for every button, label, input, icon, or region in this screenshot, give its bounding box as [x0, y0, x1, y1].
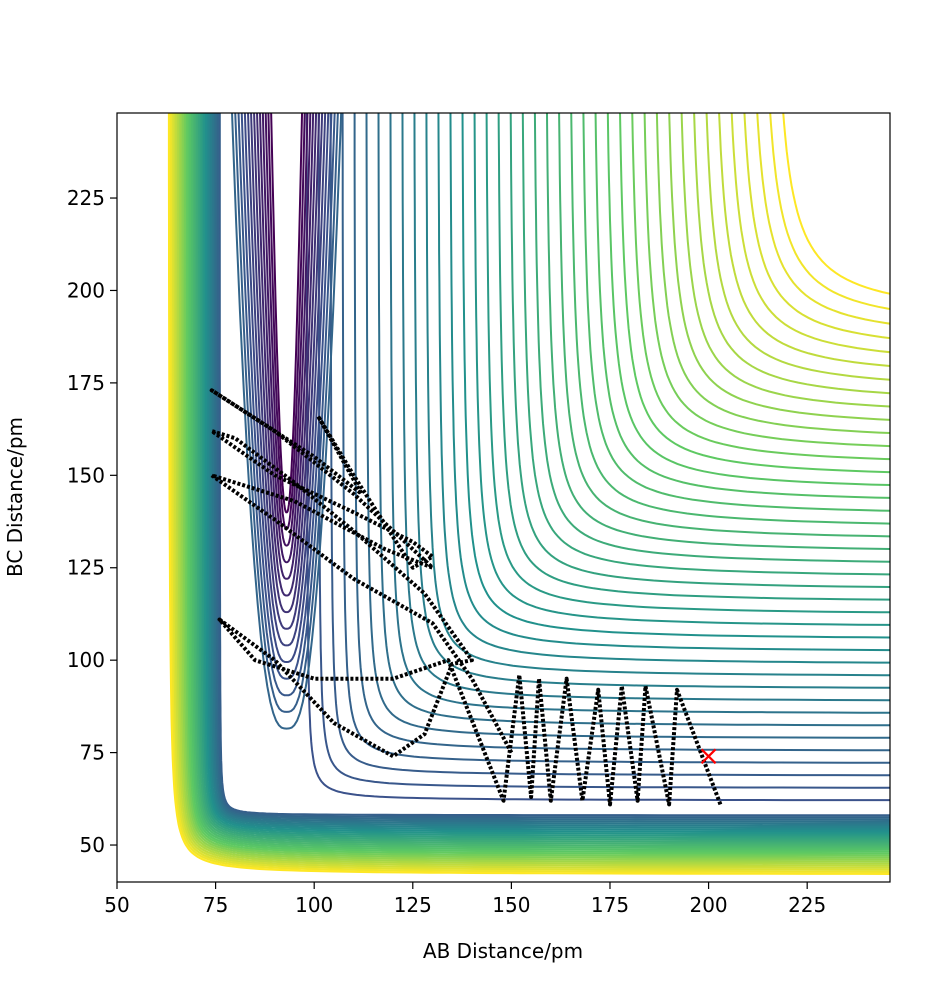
contour-line [638, 0, 944, 456]
contour-line [768, 0, 944, 320]
plot-frame [117, 113, 890, 882]
contour-line [756, 0, 944, 332]
x-tick-label: 200 [689, 893, 727, 917]
contour-line [448, 0, 944, 653]
contour-line [218, 0, 944, 818]
contour-line [318, 0, 944, 788]
x-tick-label: 50 [104, 893, 129, 917]
x-tick-label: 75 [203, 893, 228, 917]
contour-line [744, 0, 944, 345]
contour-line [673, 0, 944, 419]
contour-line [198, 0, 376, 645]
contour-line [590, 0, 944, 505]
y-tick-label: 50 [80, 833, 105, 857]
y-tick-label: 200 [67, 278, 105, 302]
y-axis-label: BC Distance/pm [3, 417, 27, 577]
x-tick-label: 175 [591, 893, 629, 917]
contour-line [579, 0, 944, 517]
contour-line [650, 0, 944, 443]
contour-line [519, 0, 944, 579]
contour-line [472, 0, 944, 628]
y-tick-label: 75 [80, 741, 105, 765]
x-tick-label: 225 [788, 893, 826, 917]
y-tick-label: 125 [67, 556, 105, 580]
contour-line [661, 0, 944, 431]
x-tick-label: 100 [295, 893, 333, 917]
contour-line [425, 0, 944, 677]
contour-line [697, 0, 944, 394]
x-tick-label: 125 [394, 893, 432, 917]
contour-line [401, 0, 944, 702]
y-tick-label: 100 [67, 648, 105, 672]
contour-line [721, 0, 944, 369]
contour-line [202, 0, 371, 629]
contour-line [211, 0, 944, 826]
x-axis-label: AB Distance/pm [423, 939, 583, 963]
y-tick-label: 175 [67, 371, 105, 395]
x-tick-label: 150 [492, 893, 530, 917]
y-tick-label: 225 [67, 186, 105, 210]
contour-line [602, 0, 944, 493]
contour-line [214, 0, 944, 822]
y-tick-label: 150 [67, 463, 105, 487]
